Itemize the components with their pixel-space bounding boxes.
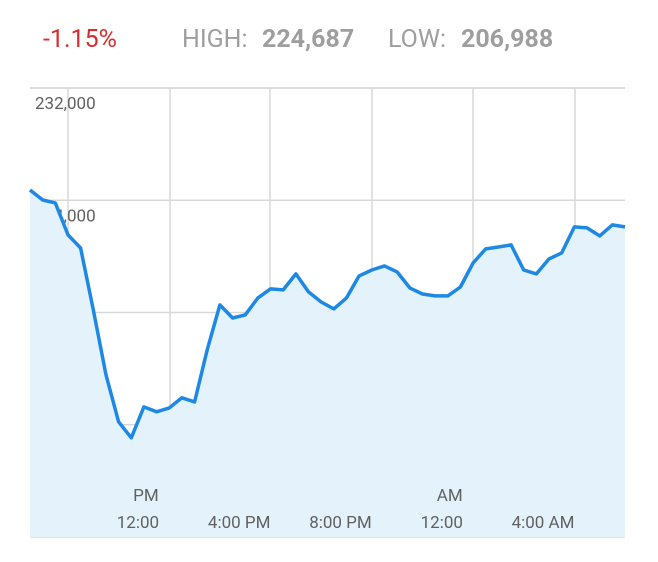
x-tick-label: 4:00 AM — [512, 513, 575, 533]
low-value: 206,988 — [461, 25, 553, 54]
x-tick-label: 4:00 PM — [208, 513, 271, 533]
high-label: HIGH: — [182, 25, 248, 54]
area-fill — [30, 190, 625, 537]
change: -1.15% — [43, 25, 117, 54]
x-tick-label: 8:00 PM — [309, 513, 372, 533]
x-tick-period: AM — [437, 486, 463, 506]
x-tick-period: PM — [133, 486, 159, 506]
y-tick-label: 232,000 — [35, 94, 96, 114]
header: -1.15% HIGH: 224,687 LOW: 206,988 — [43, 25, 553, 54]
low-label: LOW: — [388, 25, 446, 54]
price-line — [28, 188, 626, 440]
x-tick-label: 12:00 — [117, 513, 159, 533]
high-value: 224,687 — [262, 25, 354, 54]
x-tick-label: 12:00 — [421, 513, 463, 533]
